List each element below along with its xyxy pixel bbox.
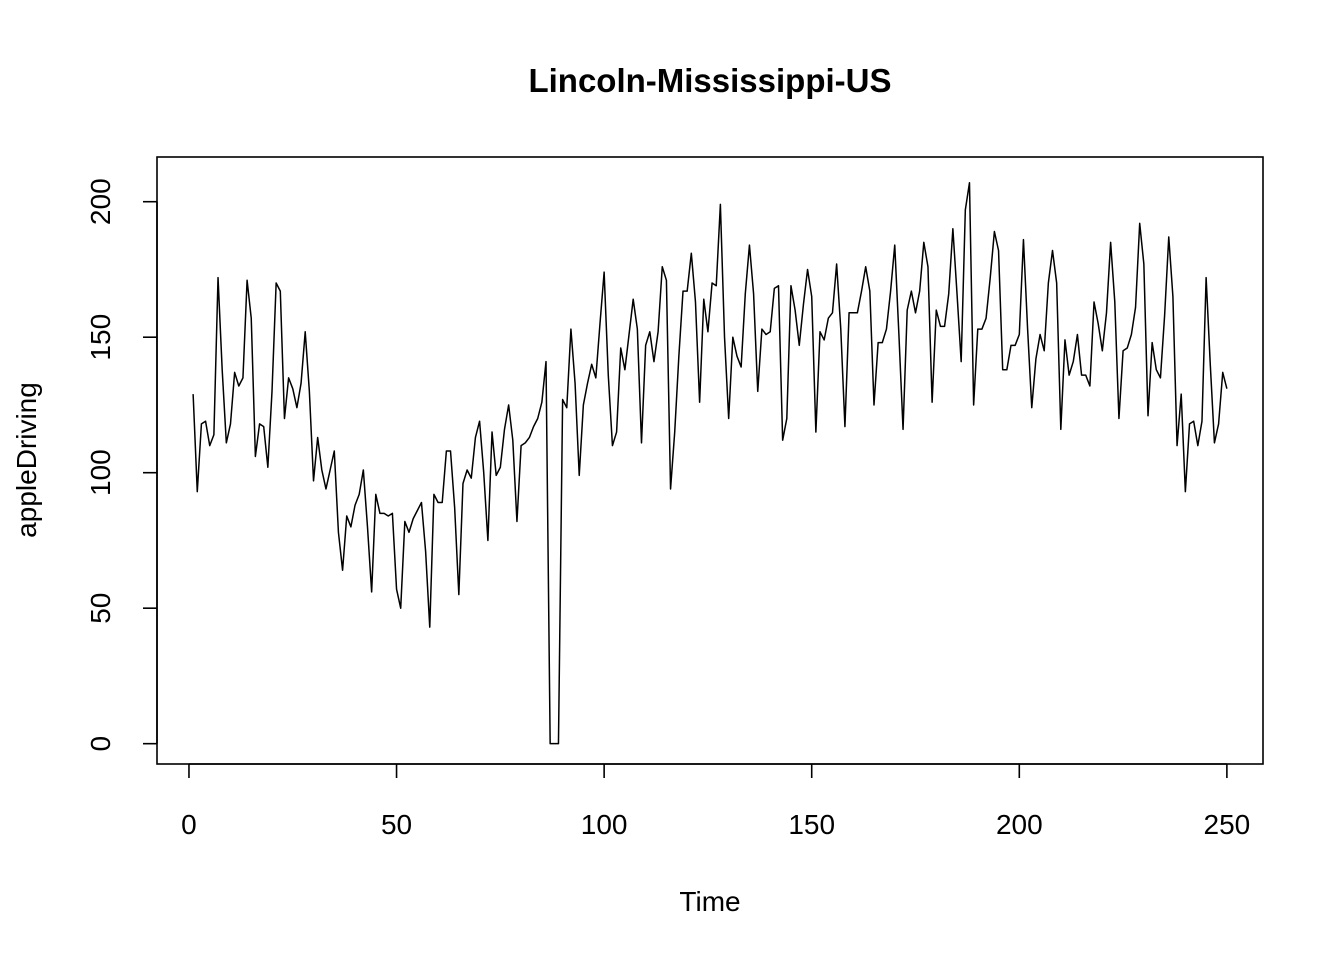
- x-axis: 0 50 100 150 200 250: [181, 763, 1251, 840]
- plot-area: [192, 181, 1228, 745]
- x-tick-label: 100: [581, 809, 628, 840]
- y-tick-label: 150: [85, 314, 116, 361]
- x-tick-label: 200: [996, 809, 1043, 840]
- series-line-0: [192, 181, 1228, 745]
- x-tick-label: 150: [788, 809, 835, 840]
- x-axis-label: Time: [679, 886, 740, 917]
- y-tick-label: 0: [85, 736, 116, 752]
- y-axis: 0 50 100 150 200: [85, 178, 158, 752]
- plot-frame: [156, 156, 1264, 765]
- chart-title: Lincoln-Mississippi-US: [528, 62, 891, 99]
- x-tick-label: 50: [381, 809, 412, 840]
- y-tick-label: 50: [85, 593, 116, 624]
- x-tick-label: 0: [181, 809, 197, 840]
- x-tick-label: 250: [1204, 809, 1251, 840]
- y-tick-label: 100: [85, 449, 116, 496]
- y-axis-label: appleDriving: [11, 382, 42, 538]
- y-tick-label: 200: [85, 178, 116, 225]
